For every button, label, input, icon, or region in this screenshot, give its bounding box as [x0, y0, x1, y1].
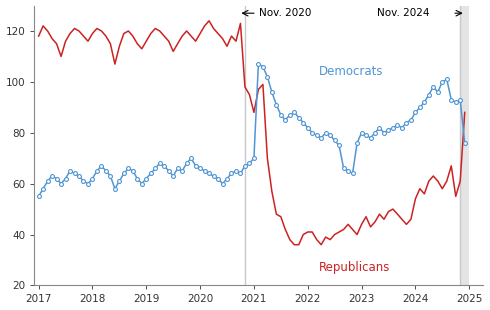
Text: Democrats: Democrats	[318, 65, 383, 78]
Bar	[460, 6, 469, 286]
Text: Nov. 2020: Nov. 2020	[260, 8, 312, 18]
Text: Republicans: Republicans	[318, 261, 390, 274]
Text: Nov. 2024: Nov. 2024	[377, 8, 429, 18]
